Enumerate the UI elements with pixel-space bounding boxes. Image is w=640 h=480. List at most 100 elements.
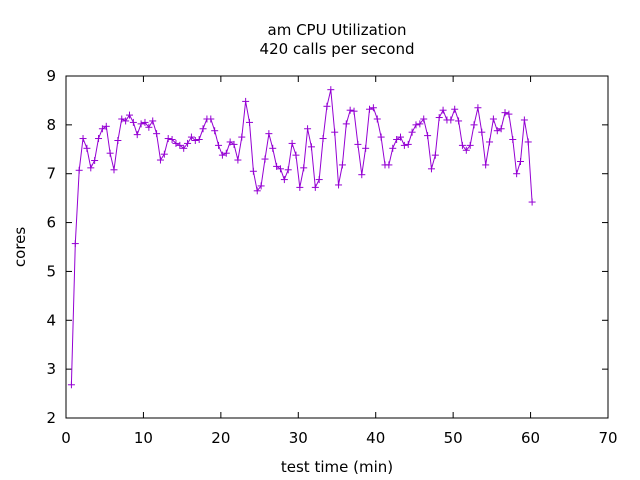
data-point bbox=[362, 144, 370, 152]
data-point bbox=[211, 127, 219, 135]
data-point bbox=[207, 115, 215, 123]
data-point bbox=[218, 151, 226, 159]
y-tick-label: 7 bbox=[46, 165, 56, 183]
data-point bbox=[451, 105, 459, 113]
data-point bbox=[439, 106, 447, 114]
data-point bbox=[408, 128, 416, 136]
data-point bbox=[393, 136, 401, 144]
data-point bbox=[389, 144, 397, 152]
data-point bbox=[176, 141, 184, 149]
data-point bbox=[327, 86, 335, 94]
data-point bbox=[385, 161, 393, 169]
y-axis-label: cores bbox=[11, 227, 29, 267]
data-point bbox=[497, 125, 505, 133]
data-point bbox=[191, 136, 199, 144]
data-point bbox=[83, 144, 91, 152]
x-tick-label: 60 bbox=[521, 429, 540, 447]
data-point bbox=[300, 164, 308, 172]
data-point bbox=[424, 132, 432, 140]
data-point bbox=[346, 106, 354, 114]
y-tick-label: 9 bbox=[46, 67, 56, 85]
data-point bbox=[366, 105, 374, 113]
data-point bbox=[180, 144, 188, 152]
data-point bbox=[199, 125, 207, 133]
data-point bbox=[342, 120, 350, 128]
data-point bbox=[489, 115, 497, 123]
plot-frame bbox=[65, 75, 609, 419]
data-point bbox=[513, 170, 521, 178]
y-tick-label: 2 bbox=[46, 409, 56, 427]
data-point bbox=[288, 139, 296, 147]
y-tick-label: 8 bbox=[46, 116, 56, 134]
data-point bbox=[455, 117, 463, 125]
data-point bbox=[354, 140, 362, 148]
x-tick-label: 0 bbox=[61, 429, 71, 447]
data-point bbox=[129, 118, 137, 126]
data-point bbox=[331, 128, 339, 136]
data-point bbox=[164, 135, 172, 143]
data-point bbox=[102, 122, 110, 130]
x-tick-label: 70 bbox=[598, 429, 617, 447]
data-point bbox=[462, 146, 470, 154]
y-tick-label: 3 bbox=[46, 360, 56, 378]
data-point bbox=[168, 136, 176, 144]
data-point bbox=[118, 115, 126, 123]
data-point bbox=[466, 141, 474, 149]
data-point bbox=[125, 111, 133, 119]
data-point bbox=[95, 135, 103, 143]
data-point bbox=[478, 128, 486, 136]
data-point bbox=[187, 133, 195, 141]
data-point bbox=[71, 240, 79, 248]
data-point bbox=[493, 127, 501, 135]
data-point bbox=[261, 155, 269, 163]
data-point bbox=[156, 156, 164, 164]
data-point bbox=[226, 138, 234, 146]
series-line bbox=[70, 89, 533, 385]
data-point bbox=[377, 133, 385, 141]
data-point bbox=[153, 130, 161, 138]
data-point bbox=[242, 97, 250, 105]
chart-title: am CPU Utilization bbox=[268, 21, 407, 39]
data-point bbox=[238, 133, 246, 141]
data-point bbox=[149, 117, 157, 125]
data-point bbox=[284, 166, 292, 174]
data-point bbox=[137, 120, 145, 128]
data-point bbox=[75, 166, 83, 174]
data-point bbox=[350, 107, 358, 115]
data-point bbox=[106, 149, 114, 157]
series-layer bbox=[67, 86, 536, 389]
data-point bbox=[67, 381, 75, 389]
data-point bbox=[246, 118, 254, 126]
data-point bbox=[145, 123, 153, 131]
data-point bbox=[458, 141, 466, 149]
data-point bbox=[273, 162, 281, 170]
data-point bbox=[528, 198, 536, 206]
data-point bbox=[517, 158, 525, 165]
data-point bbox=[184, 139, 192, 147]
data-point bbox=[269, 144, 277, 152]
data-point bbox=[304, 125, 312, 133]
data-point bbox=[79, 135, 87, 143]
data-point bbox=[114, 136, 122, 144]
data-point bbox=[373, 115, 381, 123]
chart-subtitle: 420 calls per second bbox=[260, 40, 415, 58]
data-point bbox=[427, 165, 435, 173]
data-point bbox=[249, 167, 257, 175]
data-point bbox=[369, 104, 377, 112]
x-axis-label: test time (min) bbox=[281, 458, 393, 476]
data-point bbox=[265, 130, 273, 138]
data-point bbox=[160, 150, 168, 158]
x-tick-label: 30 bbox=[289, 429, 308, 447]
data-point bbox=[253, 187, 261, 195]
data-point bbox=[474, 104, 482, 112]
y-tick-labels: 2 3 4 5 6 7 8 9 bbox=[46, 67, 56, 427]
data-point bbox=[141, 118, 149, 126]
x-tick-label: 40 bbox=[366, 429, 385, 447]
axis-ticks bbox=[65, 75, 609, 419]
data-point bbox=[319, 135, 327, 143]
data-point bbox=[195, 136, 203, 144]
data-point bbox=[486, 138, 494, 146]
data-point bbox=[234, 156, 242, 164]
y-tick-label: 6 bbox=[46, 214, 56, 232]
